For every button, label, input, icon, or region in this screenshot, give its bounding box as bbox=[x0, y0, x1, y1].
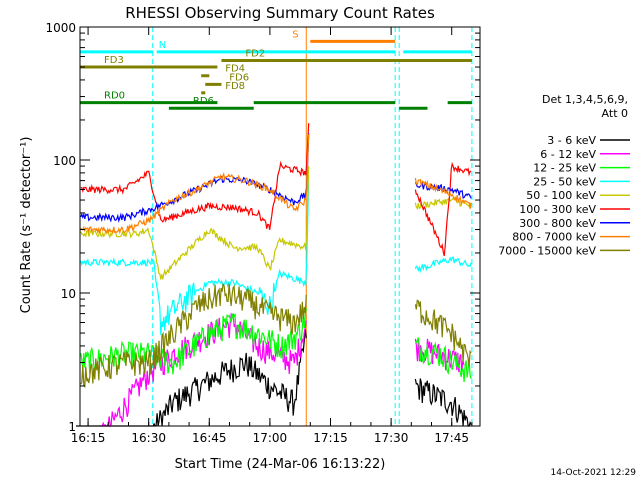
series-line-7-seg-1 bbox=[414, 177, 472, 209]
series-line-4-seg-1 bbox=[414, 196, 472, 211]
legend-label-6: 300 - 800 keV bbox=[519, 217, 596, 230]
series-line-3-seg-1 bbox=[414, 255, 472, 274]
footer-timestamp: 14-Oct-2021 12:29 bbox=[551, 468, 637, 478]
plot-frame bbox=[79, 26, 481, 427]
flag-label-fd6: FD6 bbox=[229, 72, 249, 83]
x-axis-label: Start Time (24-Mar-06 16:13:22) bbox=[175, 457, 386, 472]
flag-label-rd0: RD0 bbox=[104, 91, 125, 102]
legend-title-line-1: Det 1,3,4,5,6,9, bbox=[542, 93, 628, 106]
x-tick-label-0: 16:15 bbox=[71, 431, 106, 445]
flag-label-n: N bbox=[159, 40, 166, 51]
x-tick-label-5: 17:30 bbox=[374, 431, 409, 445]
legend-label-0: 3 - 6 keV bbox=[547, 134, 596, 147]
x-tick-label-2: 16:45 bbox=[192, 431, 227, 445]
series-line-2-seg-1 bbox=[415, 337, 472, 383]
legend-label-1: 6 - 12 keV bbox=[540, 148, 596, 161]
legend-label-2: 12 - 25 keV bbox=[533, 162, 596, 175]
flag-label-fd4: FD4 bbox=[225, 64, 245, 75]
series-line-0-seg-1 bbox=[414, 378, 472, 427]
series-line-5-seg-1 bbox=[414, 161, 472, 257]
series-line-6-seg-0 bbox=[80, 133, 310, 223]
flag-label-fd3: FD3 bbox=[104, 55, 124, 66]
flag-label-fd2: FD2 bbox=[245, 48, 265, 59]
series-line-8-seg-0 bbox=[80, 282, 307, 389]
x-tick-label-3: 17:00 bbox=[253, 431, 288, 445]
x-tick-label-4: 17:15 bbox=[313, 431, 348, 445]
x-tick-label-1: 16:30 bbox=[131, 431, 166, 445]
chart-title: RHESSI Observing Summary Count Rates bbox=[125, 4, 435, 22]
series-line-1-seg-0 bbox=[100, 312, 307, 428]
x-tick-label-6: 17:45 bbox=[434, 431, 469, 445]
series-line-2-seg-0 bbox=[80, 308, 307, 375]
legend-label-7: 800 - 7000 keV bbox=[512, 231, 596, 244]
series-line-5-seg-0 bbox=[80, 123, 310, 230]
series-line-7-seg-0 bbox=[80, 133, 310, 235]
legend-label-3: 25 - 50 keV bbox=[533, 175, 596, 188]
y-tick-label-0: 1 bbox=[68, 420, 76, 434]
y-axis-label: Count Rate (s⁻¹ detector⁻¹) bbox=[19, 137, 34, 314]
legend-label-5: 100 - 300 keV bbox=[519, 203, 596, 216]
flag-label-fd8: FD8 bbox=[225, 81, 245, 92]
y-tick-label-1: 10 bbox=[61, 287, 76, 301]
legend-title-line-2: Att 0 bbox=[602, 107, 628, 120]
flag-label-rd6: RD6 bbox=[193, 96, 214, 107]
flag-label-s: S bbox=[292, 29, 298, 40]
series-line-8-seg-1 bbox=[414, 299, 472, 367]
legend-label-4: 50 - 100 keV bbox=[526, 189, 596, 202]
y-tick-label-3: 1000 bbox=[45, 21, 76, 35]
y-tick-label-2: 100 bbox=[53, 154, 76, 168]
legend-label-8: 7000 - 15000 keV bbox=[498, 244, 596, 257]
series-line-4-seg-0 bbox=[80, 166, 310, 280]
